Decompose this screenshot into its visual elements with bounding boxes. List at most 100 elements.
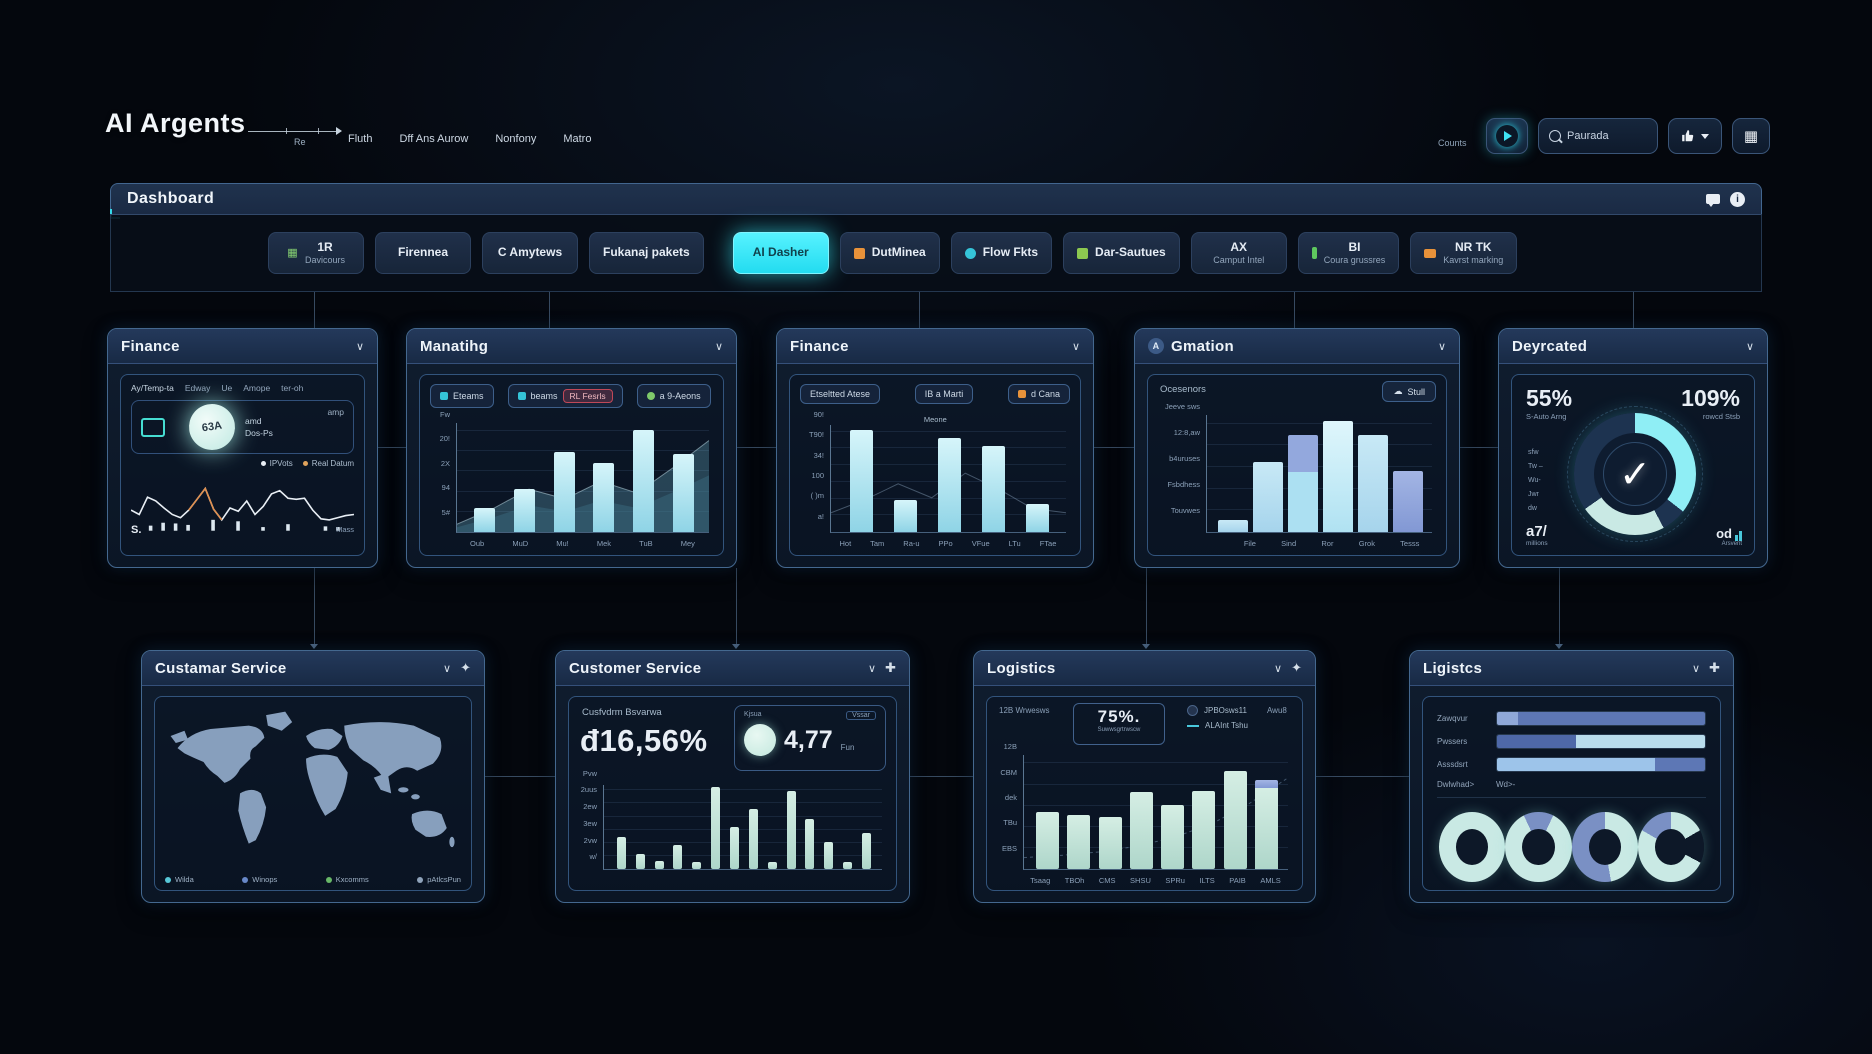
donut-chart-1 (1439, 812, 1506, 882)
search-input[interactable]: Paurada (1538, 118, 1658, 154)
chevron-down-icon[interactable]: ∨ (355, 340, 364, 353)
panel-header[interactable]: Ligistcs ∨ ✚ (1410, 651, 1733, 686)
y-tick-label: a! (817, 511, 824, 521)
bar (824, 842, 834, 869)
connector (314, 568, 315, 644)
kpi-suffix: Fun (840, 743, 855, 752)
y-tick-label: 2uus (580, 785, 597, 795)
mini-tab-edway[interactable]: Edway (184, 383, 211, 393)
cloud-icon (1187, 705, 1198, 716)
chip-ml-models[interactable]: RL Fesrls (562, 389, 613, 403)
chevron-down-icon[interactable]: ∨ (1274, 662, 1283, 675)
bar (673, 845, 683, 869)
panel-header[interactable]: Custamar Service ∨ ✦ (142, 651, 484, 686)
panel-card: 12B Wrwesws 75%. Suwwsgrtrwscw JPBOsws11… (986, 696, 1303, 891)
info-icon[interactable]: i (1730, 191, 1745, 207)
mini-tab-ter-oh[interactable]: ter-oh (281, 383, 304, 393)
chevron-down-icon[interactable]: ∨ (443, 662, 452, 675)
chevron-down-icon[interactable]: ∨ (714, 340, 723, 353)
tab-nr-tk[interactable]: NR TK Kavrst marking (1410, 232, 1518, 274)
mini-tab-amope[interactable]: Amope (243, 383, 271, 393)
plus-icon[interactable]: ✚ (885, 660, 896, 675)
progress-track[interactable] (1496, 711, 1706, 726)
nav-link-nonfony[interactable]: Nonfony (495, 133, 537, 145)
tab-dar-sautues[interactable]: Dar-Sautues (1063, 232, 1180, 274)
page-title: Dashboard (127, 190, 215, 207)
chevron-down-icon[interactable]: ∨ (1692, 662, 1701, 675)
panel-header[interactable]: Deyrcated ∨ (1499, 329, 1767, 364)
gridline (1207, 466, 1432, 467)
chat-icon[interactable] (1706, 194, 1720, 207)
panel-header[interactable]: Finance ∨ (777, 329, 1093, 364)
chevron-down-icon[interactable]: ∨ (868, 662, 877, 675)
tab-ax[interactable]: AX Camput Intel (1190, 232, 1287, 274)
bar (729, 827, 739, 869)
timeline-tick (318, 128, 319, 134)
pin-icon[interactable]: ✦ (460, 660, 471, 675)
chart-annotation: Meone (923, 415, 947, 424)
tab-bi[interactable]: BI Coura grussres (1297, 232, 1400, 274)
filter-chip-d-cana[interactable]: d Cana (1007, 384, 1070, 404)
filter-chip-etseltted-atese[interactable]: Etseltted Atese (800, 384, 881, 404)
bar (1254, 788, 1278, 869)
kpi-box[interactable]: Kjsua Vssar 4,77 Fun (734, 705, 886, 771)
export-button[interactable]: ☁ Stull (1382, 381, 1436, 402)
tab-line2: Davicours (304, 254, 345, 265)
nav-link-matro[interactable]: Matro (563, 133, 592, 145)
panel-header[interactable]: Manatihg ∨ (407, 329, 736, 364)
like-dropdown-button[interactable] (1668, 118, 1722, 154)
tab-line1: Firennea (397, 245, 448, 260)
bar (893, 499, 917, 532)
timeline-arrow-icon (336, 127, 342, 135)
mini-tab-ay-temp-ta[interactable]: Ay/Temp-ta (131, 383, 174, 393)
panel-title: Ligistcs (1423, 659, 1483, 677)
apps-grid-button[interactable]: ▦ (1732, 118, 1770, 154)
map-legend-item: Winops (242, 875, 277, 884)
tab-firennea[interactable]: Firennea (375, 232, 471, 274)
mini-tab-ue[interactable]: Ue (221, 383, 233, 393)
progress-track[interactable] (1496, 757, 1706, 772)
x-tick-label: MuD (512, 539, 529, 548)
x-tick-label: SHSU (1130, 876, 1151, 885)
tab-flow-fkts[interactable]: Flow Fkts (950, 232, 1053, 274)
box-tab-2[interactable]: Vssar (846, 711, 876, 720)
summary-card[interactable]: 63A amd Dos-Ps amp (131, 400, 354, 454)
chevron-down-icon[interactable]: ∨ (1745, 340, 1754, 353)
tab-label: 1R Davicours (304, 240, 345, 265)
gridline (831, 430, 1066, 432)
y-tick-label: Fw (440, 409, 450, 419)
filter-chip[interactable]: beams RL Fesrls (507, 384, 623, 408)
plus-icon[interactable]: ✚ (1709, 660, 1720, 675)
gridline (1207, 487, 1432, 489)
nav-link-dff-ans-aurow[interactable]: Dff Ans Aurow (399, 133, 469, 145)
filter-chip-ib-a-marti[interactable]: IB a Marti (914, 384, 974, 404)
chevron-down-icon[interactable]: ∨ (1071, 340, 1080, 353)
chevron-down-icon[interactable]: ∨ (1437, 340, 1446, 353)
tab-fukanaj-pakets[interactable]: Fukanaj pakets (589, 232, 704, 274)
panel-header[interactable]: Finance ∨ (108, 329, 377, 364)
bar (1026, 504, 1050, 532)
panel-card: Wilda Winops Kxcomms pAtlcsPun (154, 696, 472, 891)
panel-header[interactable]: Logistics ∨ ✦ (974, 651, 1315, 686)
play-button[interactable] (1486, 118, 1528, 154)
dashboard-titlebar: Dashboard i (110, 183, 1762, 214)
panel-header[interactable]: Customer Service ∨ ✚ (556, 651, 909, 686)
tab-1r[interactable]: ▦ 1R Davicours (268, 232, 364, 274)
progress-segment (1517, 712, 1705, 725)
connector (910, 776, 973, 777)
tab-dutminea[interactable]: DutMinea (839, 232, 940, 274)
panel-header[interactable]: A Gmation ∨ (1135, 329, 1459, 364)
filter-chip[interactable]: Eteams (430, 384, 494, 408)
progress-track[interactable] (1496, 734, 1706, 749)
box-tab-1[interactable]: Kjsua (744, 711, 762, 718)
tab-line1: Flow Fkts (982, 245, 1039, 260)
progress-list: Zawqvur Pwssers Asssdsrt (1437, 711, 1706, 772)
filter-chip[interactable]: a 9-Aeons (636, 384, 711, 408)
nav-link-fluth[interactable]: Fluth (348, 133, 373, 145)
tab-ai-dasher[interactable]: AI Dasher (732, 232, 829, 274)
tab-c-amytews[interactable]: C Amytews (482, 232, 578, 274)
bar (593, 462, 615, 532)
pin-icon[interactable]: ✦ (1291, 660, 1302, 675)
panel-customer-map: Custamar Service ∨ ✦ (141, 650, 485, 903)
